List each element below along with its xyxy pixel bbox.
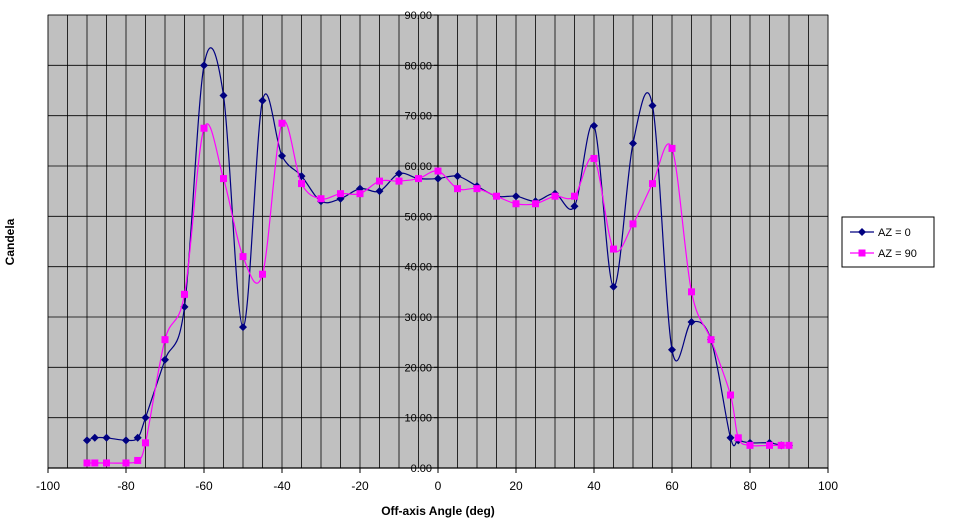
data-point [142, 439, 149, 447]
legend: AZ = 0 AZ = 90 [841, 216, 935, 268]
legend-box [841, 216, 935, 268]
data-point [258, 96, 267, 105]
data-point [376, 177, 383, 185]
data-point [473, 185, 481, 193]
data-point [707, 336, 715, 344]
data-point [122, 459, 130, 467]
data-point [239, 323, 247, 332]
y-tick-label: 70.00 [404, 111, 432, 123]
x-tick-label: -60 [195, 479, 213, 493]
series-az-90 [83, 119, 793, 467]
data-point [726, 433, 735, 442]
data-point [727, 391, 734, 399]
data-point [134, 456, 142, 464]
data-point [220, 175, 227, 183]
data-point [219, 91, 228, 100]
x-tick-label: 40 [587, 479, 601, 493]
data-point [317, 195, 325, 203]
data-point [278, 119, 286, 127]
data-point [122, 436, 130, 445]
tick-labels: -100 -80 -60 -40 -20 0 20 40 60 80 100 0.00 10.00 20.… [36, 10, 838, 493]
data-point [259, 270, 266, 278]
data-point [551, 192, 559, 200]
y-tick-label: 50.00 [404, 211, 432, 223]
data-point [454, 185, 461, 193]
legend-label-az0: AZ = 0 [878, 227, 911, 239]
data-point [512, 200, 520, 208]
data-point [785, 441, 793, 449]
x-tick-label: 60 [665, 479, 679, 493]
y-tick-label: 40.00 [404, 262, 432, 274]
y-tick-label: 90.00 [404, 10, 432, 22]
data-point [200, 124, 208, 132]
y-axis-title: Candela [3, 218, 17, 265]
y-tick-label: 0.00 [411, 463, 432, 475]
series-layer [83, 47, 793, 467]
data-point [668, 345, 676, 354]
y-tick-label: 80.00 [404, 60, 432, 72]
data-point [746, 441, 754, 449]
data-point [298, 180, 305, 188]
data-point [375, 187, 384, 196]
legend-marker-az90 [858, 249, 866, 257]
data-point [766, 441, 773, 449]
data-point [493, 192, 500, 200]
data-point [133, 433, 142, 442]
data-point [668, 144, 676, 152]
data-point [337, 190, 344, 198]
data-point [687, 318, 696, 327]
data-point [83, 459, 91, 467]
data-point [141, 413, 150, 422]
data-point [649, 180, 656, 188]
x-tick-label: 20 [509, 479, 523, 493]
data-point [570, 202, 579, 211]
data-point [453, 172, 462, 181]
x-axis-title: Off-axis Angle (deg) [381, 504, 495, 518]
data-point [278, 151, 286, 160]
data-point [688, 288, 695, 296]
data-point [102, 433, 111, 442]
legend-marker-az0 [858, 228, 866, 236]
data-point [777, 441, 785, 449]
data-point [395, 177, 403, 185]
data-point [161, 355, 169, 364]
data-point [200, 61, 208, 70]
legend-label-az90: AZ = 90 [878, 248, 917, 260]
data-point [532, 200, 539, 208]
data-point [434, 174, 442, 183]
x-tick-label: -80 [117, 479, 135, 493]
data-point [103, 459, 110, 467]
data-point [90, 433, 99, 442]
y-tick-label: 60.00 [404, 161, 432, 173]
data-point [590, 121, 598, 130]
x-tick-label: -20 [351, 479, 369, 493]
data-point [648, 101, 657, 110]
data-point [83, 436, 91, 445]
y-tick-label: 20.00 [404, 362, 432, 374]
data-point [590, 154, 598, 162]
data-point [629, 139, 637, 148]
x-tick-label: 0 [435, 479, 442, 493]
y-tick-label: 30.00 [404, 312, 432, 324]
data-point [239, 253, 247, 261]
data-point [415, 175, 422, 183]
data-point [356, 190, 364, 198]
y-tick-label: 10.00 [404, 413, 432, 425]
data-point [629, 220, 637, 228]
data-point [181, 290, 188, 298]
x-tick-label: 100 [818, 479, 838, 493]
data-point [512, 192, 520, 201]
x-tick-label: -100 [36, 479, 60, 493]
data-point [609, 282, 618, 291]
data-point [571, 192, 578, 200]
data-point [734, 434, 742, 442]
data-point [610, 245, 617, 253]
x-tick-label: 80 [743, 479, 757, 493]
data-point [91, 459, 99, 467]
data-point [395, 169, 403, 178]
data-point [434, 167, 442, 175]
data-point [161, 336, 169, 344]
x-tick-label: -40 [273, 479, 291, 493]
